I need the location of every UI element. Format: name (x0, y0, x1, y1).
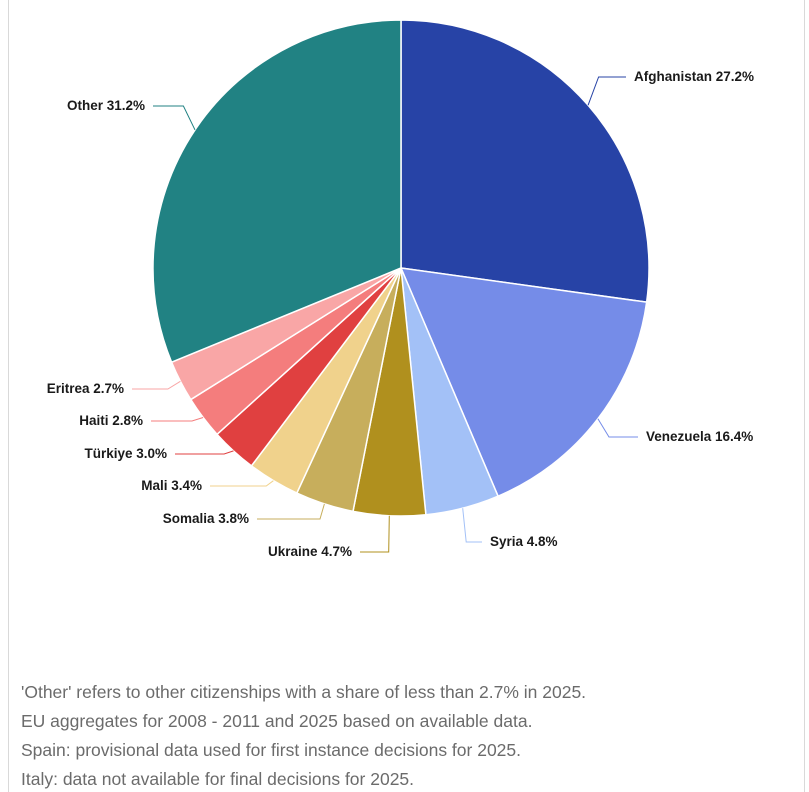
leader-line-other (153, 105, 196, 131)
slice-label-somalia: Somalia 3.8% (163, 511, 249, 526)
slice-label-haiti: Haiti 2.8% (79, 413, 143, 428)
pie-slice-venezuela[interactable] (400, 267, 648, 497)
leader-line-afghanistan (587, 76, 626, 106)
slice-label-afghanistan: Afghanistan 27.2% (634, 69, 754, 84)
leader-line-syria (462, 508, 482, 543)
slice-label-eritrea: Eritrea 2.7% (47, 381, 124, 396)
leader-line-mali (210, 480, 274, 487)
leader-line-ukraine (360, 515, 390, 553)
leader-line-haiti (151, 417, 204, 422)
footnote-other: 'Other' refers to other citizenships wit… (21, 682, 587, 702)
leader-line-venezuela (597, 418, 638, 438)
footnote-italy: Italy: data not available for final deci… (21, 769, 415, 789)
leader-line-turkiye (175, 450, 234, 455)
footnote-eu-aggregates: EU aggregates for 2008 - 2011 and 2025 b… (21, 711, 533, 731)
footnote-spain: Spain: provisional data used for first i… (21, 740, 522, 760)
pie-slices (152, 19, 650, 517)
slice-label-mali: Mali 3.4% (141, 478, 202, 493)
slice-label-turkiye: Türkiye 3.0% (84, 446, 167, 461)
pie-leader-lines (132, 76, 638, 553)
leader-line-eritrea (132, 380, 181, 390)
pie-slice-other[interactable] (152, 19, 402, 363)
slice-label-other: Other 31.2% (67, 98, 145, 113)
pie-slice-afghanistan[interactable] (400, 19, 650, 303)
footnotes: 'Other' refers to other citizenships wit… (21, 678, 791, 792)
slice-label-syria: Syria 4.8% (490, 534, 558, 549)
pie-chart: Afghanistan 27.2% Venezuela 16.4% Syria 4.… (47, 19, 754, 559)
slice-label-ukraine: Ukraine 4.7% (268, 544, 352, 559)
slice-label-venezuela: Venezuela 16.4% (646, 429, 753, 444)
chart-frame (8, 0, 805, 792)
pie-labels: Afghanistan 27.2% Venezuela 16.4% Syria 4.… (47, 69, 754, 559)
leader-line-somalia (257, 503, 325, 520)
